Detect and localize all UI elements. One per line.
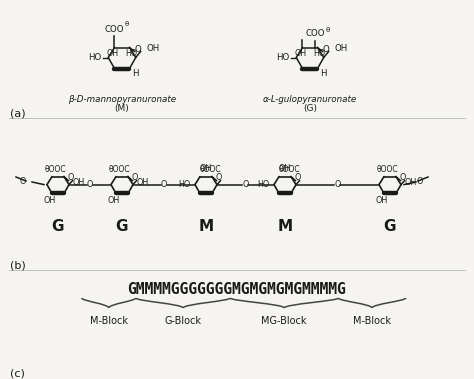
Text: OH: OH — [44, 196, 56, 205]
Text: (a): (a) — [10, 108, 26, 118]
Text: θOOC: θOOC — [199, 165, 221, 174]
Text: α-L-gulopyranuronate: α-L-gulopyranuronate — [263, 95, 357, 104]
Text: OH: OH — [376, 196, 388, 205]
Text: O: O — [334, 180, 341, 189]
Text: OH: OH — [107, 50, 119, 58]
Text: OH: OH — [137, 178, 149, 187]
Text: (c): (c) — [10, 368, 25, 378]
Text: θ: θ — [125, 22, 129, 28]
Text: OH: OH — [295, 50, 307, 58]
Text: O: O — [131, 173, 137, 182]
Text: G: G — [116, 219, 128, 234]
Text: HO: HO — [88, 53, 101, 62]
Text: M: M — [199, 219, 214, 234]
Text: O: O — [215, 173, 222, 182]
Text: H: H — [320, 69, 327, 78]
Text: OH: OH — [108, 196, 120, 205]
Text: M-Block: M-Block — [353, 316, 391, 326]
Text: OH: OH — [279, 164, 291, 172]
Text: (b): (b) — [10, 260, 26, 270]
Text: M-Block: M-Block — [90, 316, 128, 326]
Text: θOOC: θOOC — [108, 165, 130, 174]
Text: O: O — [294, 173, 301, 182]
Text: O: O — [399, 173, 406, 182]
Text: θ: θ — [326, 27, 330, 33]
Text: (M): (M) — [115, 104, 129, 113]
Text: HO: HO — [125, 50, 137, 58]
Text: HO: HO — [258, 180, 270, 189]
Text: MG-Block: MG-Block — [262, 316, 307, 326]
Text: G: G — [384, 219, 396, 234]
Text: OH: OH — [335, 44, 348, 53]
Text: COO: COO — [306, 30, 325, 39]
Text: HO: HO — [276, 53, 289, 62]
Text: O: O — [242, 180, 249, 189]
Text: O: O — [322, 45, 329, 54]
Text: OH: OH — [146, 44, 160, 53]
Text: HO: HO — [179, 180, 191, 189]
Text: OH: OH — [405, 178, 417, 187]
Text: M: M — [277, 219, 292, 234]
Text: O: O — [87, 180, 93, 189]
Text: θOOC: θOOC — [278, 165, 300, 174]
Text: G: G — [52, 219, 64, 234]
Text: O: O — [67, 173, 73, 182]
Text: COO: COO — [105, 25, 124, 33]
Text: GMMMMGGGGGGGMGMGMGMGMMMMG: GMMMMGGGGGGGMGMGMGMGMMMMG — [128, 282, 346, 298]
Text: β-D-mannopyranuronate: β-D-mannopyranuronate — [68, 95, 176, 104]
Text: H: H — [133, 69, 139, 78]
Text: O: O — [417, 177, 423, 185]
Text: OH: OH — [73, 178, 85, 187]
Text: G-Block: G-Block — [164, 316, 201, 326]
Text: (G): (G) — [303, 104, 317, 113]
Text: HO: HO — [313, 50, 325, 58]
Text: O: O — [134, 45, 141, 54]
Text: OH: OH — [200, 164, 212, 172]
Text: O: O — [161, 180, 167, 189]
Text: θOOC: θOOC — [376, 165, 398, 174]
Text: θOOC: θOOC — [44, 165, 66, 174]
Text: O: O — [19, 177, 26, 185]
